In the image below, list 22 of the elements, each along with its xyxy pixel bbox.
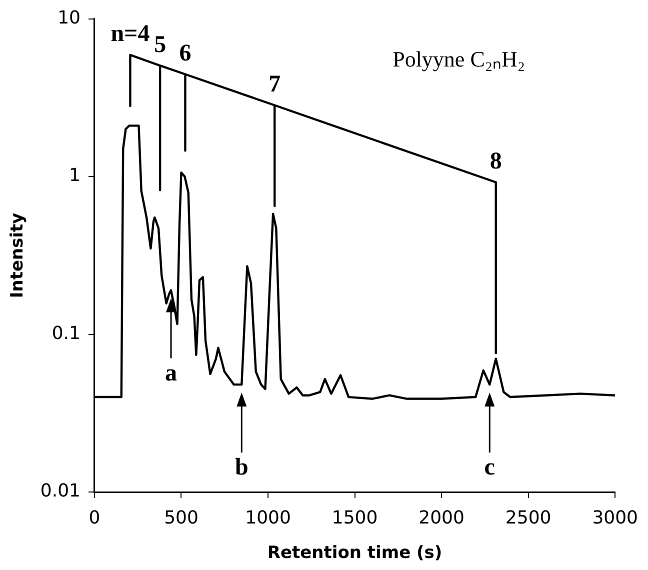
y-axis-title: Intensity (8, 212, 28, 298)
annotation: n=4 (110, 21, 150, 48)
annotation: 8 (490, 148, 502, 174)
annotation: 5 (154, 32, 166, 58)
y-tick-label: 0.01 (40, 480, 80, 502)
y-tick-label: 0.1 (52, 322, 80, 344)
x-tick-label: 2000 (418, 507, 464, 528)
annotation: 7 (268, 71, 281, 98)
annotation: Polyyne C₂ₙH₂ (392, 46, 526, 72)
x-tick-label: 2500 (505, 507, 552, 528)
y-tick-label: 10 (58, 7, 80, 28)
x-tick-label: 1000 (245, 507, 291, 528)
y-tick-label: 1 (69, 165, 80, 186)
annotation: b (234, 454, 248, 481)
annotation: a (165, 360, 178, 386)
annotation: c (484, 454, 496, 481)
x-tick-label: 500 (164, 507, 198, 528)
annotation: 6 (179, 40, 192, 66)
x-tick-label: 1500 (332, 507, 378, 528)
x-tick-label: 3000 (592, 507, 638, 528)
x-tick-label: 0 (88, 507, 100, 528)
x-axis-title: Retention time (s) (267, 543, 442, 564)
